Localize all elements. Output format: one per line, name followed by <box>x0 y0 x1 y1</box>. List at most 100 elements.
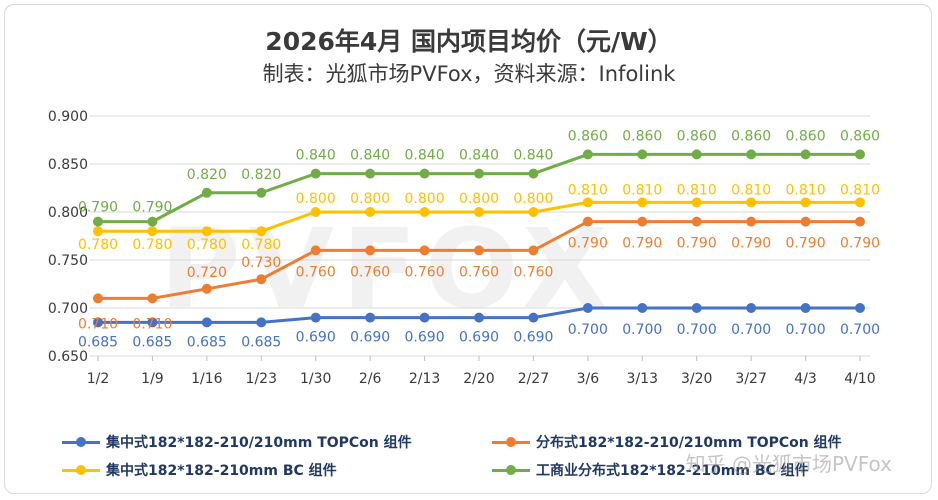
data-label: 0.790 <box>78 200 118 216</box>
data-label: 0.810 <box>840 182 880 198</box>
x-tick-label: 2/20 <box>463 371 494 387</box>
x-tick-label: 3/13 <box>627 371 658 387</box>
data-point <box>637 216 648 227</box>
data-label: 0.800 <box>405 191 445 207</box>
data-label: 0.810 <box>731 182 771 198</box>
data-point <box>93 216 103 227</box>
data-point <box>310 245 321 256</box>
x-tick-label: 3/27 <box>735 371 766 387</box>
legend-swatch-2 <box>62 464 100 475</box>
data-label: 0.800 <box>459 191 499 207</box>
legend-item-3: 工商业分布式182*182-210mm BC 组件 <box>492 460 809 480</box>
data-label: 0.800 <box>513 191 553 207</box>
data-point <box>528 312 539 323</box>
data-label: 0.685 <box>187 334 227 350</box>
data-label: 0.760 <box>405 264 445 280</box>
x-tick-label: 1/30 <box>300 371 331 387</box>
data-point <box>746 216 757 227</box>
data-label: 0.780 <box>132 237 172 253</box>
data-point <box>147 226 158 237</box>
data-point <box>637 149 648 160</box>
data-point <box>365 312 376 323</box>
chart-subtitle: 制表：光狐市场PVFox，资料来源：Infolink <box>262 62 676 86</box>
data-label: 0.860 <box>786 128 826 144</box>
data-point <box>256 226 267 237</box>
chart-title: 2026年4月 国内项目均价（元/W） <box>265 27 673 56</box>
background-watermark: PVFOX <box>160 205 616 333</box>
data-point <box>855 303 865 313</box>
data-point <box>582 216 593 227</box>
data-label: 0.810 <box>677 182 717 198</box>
data-label: 0.790 <box>786 236 826 252</box>
y-tick-label: 0.750 <box>48 253 88 269</box>
data-label: 0.860 <box>677 128 717 144</box>
data-point <box>582 303 593 313</box>
data-point <box>201 317 212 328</box>
data-label: 0.760 <box>513 264 553 280</box>
data-label: 0.810 <box>786 182 826 198</box>
data-point <box>746 303 757 313</box>
data-label: 0.690 <box>405 330 445 346</box>
data-label: 0.810 <box>568 182 608 198</box>
y-tick-label: 0.800 <box>48 205 88 221</box>
data-point <box>855 149 865 160</box>
data-label: 0.790 <box>622 236 662 252</box>
data-label: 0.700 <box>840 322 880 338</box>
data-label: 0.780 <box>187 237 227 253</box>
data-point <box>419 245 430 256</box>
data-label: 0.790 <box>568 236 608 252</box>
data-label: 0.840 <box>296 148 336 164</box>
data-point <box>528 245 539 256</box>
data-point <box>691 216 702 227</box>
site-watermark: 知乎 @光狐市场PVFox <box>685 452 892 476</box>
data-point <box>637 197 648 208</box>
data-label: 0.710 <box>132 316 172 332</box>
y-tick-label: 0.850 <box>48 157 88 173</box>
data-point <box>528 168 539 179</box>
x-tick-label: 2/27 <box>518 371 549 387</box>
x-tick-label: 4/10 <box>844 371 875 387</box>
legend-label-1: 分布式182*182-210/210mm TOPCon 组件 <box>536 435 842 451</box>
data-point <box>201 187 212 198</box>
y-tick-label: 0.900 <box>48 109 88 125</box>
y-tick-label: 0.650 <box>48 349 88 365</box>
data-point <box>691 149 702 160</box>
data-point <box>746 149 757 160</box>
data-label: 0.720 <box>187 265 227 281</box>
data-point <box>855 216 865 227</box>
legend-label-2: 集中式182*182-210mm BC 组件 <box>106 463 337 479</box>
data-point <box>310 312 321 323</box>
legend-swatch-1 <box>492 436 530 447</box>
data-label: 0.820 <box>187 167 227 183</box>
data-point <box>746 197 757 208</box>
x-tick-label: 4/3 <box>794 371 817 387</box>
legend-swatch-0 <box>62 436 100 447</box>
data-point <box>582 197 593 208</box>
data-label: 0.840 <box>405 148 445 164</box>
data-label: 0.700 <box>731 322 771 338</box>
data-label: 0.840 <box>513 148 553 164</box>
data-label: 0.690 <box>513 330 553 346</box>
data-point <box>256 187 267 198</box>
data-label: 0.860 <box>731 128 771 144</box>
data-point <box>201 226 212 237</box>
data-label: 0.760 <box>296 264 336 280</box>
data-point <box>256 274 267 285</box>
data-point <box>365 168 376 179</box>
data-label: 0.820 <box>241 167 281 183</box>
data-label: 0.685 <box>132 334 172 350</box>
data-label: 0.780 <box>78 237 118 253</box>
data-label: 0.860 <box>568 128 608 144</box>
x-tick-label: 2/13 <box>409 371 440 387</box>
data-label: 0.690 <box>350 330 390 346</box>
data-point <box>93 226 103 237</box>
data-point <box>147 317 158 328</box>
x-tick-label: 3/6 <box>577 371 600 387</box>
data-point <box>93 317 103 328</box>
data-label: 0.700 <box>677 322 717 338</box>
data-point <box>474 168 484 179</box>
data-label: 0.790 <box>677 236 717 252</box>
data-point <box>691 197 702 208</box>
data-label: 0.760 <box>459 264 499 280</box>
